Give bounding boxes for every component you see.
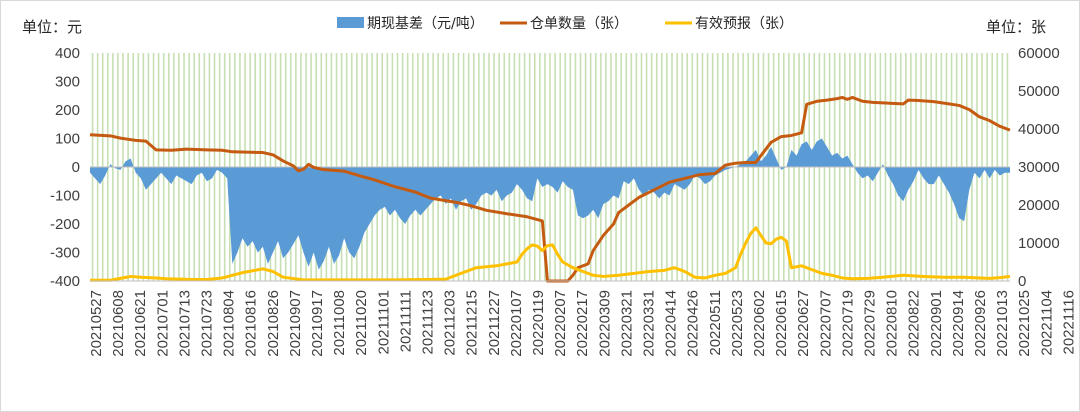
y-left-tick-label: 200	[55, 102, 80, 119]
x-tick-label: 20210621	[132, 290, 149, 357]
x-tick-label: 20220309	[596, 290, 613, 357]
legend-label: 有效预报（张）	[695, 16, 793, 32]
x-tick-label: 20220729	[862, 290, 879, 357]
x-tick-label: 20220426	[685, 290, 702, 357]
x-tick-label: 20221025	[1016, 290, 1033, 357]
x-tick-label: 20210907	[287, 290, 304, 357]
x-tick-label: 20211203	[442, 290, 459, 356]
y-right-tick-label: 60000	[1018, 45, 1060, 62]
x-tick-label: 20210608	[110, 290, 127, 357]
x-tick-label: 20220523	[729, 290, 746, 357]
x-tick-label: 20211101	[375, 290, 392, 355]
x-tick-label: 20220331	[641, 290, 658, 357]
y-left-tick-label: -200	[50, 216, 80, 233]
x-tick-label: 20211111	[397, 290, 414, 352]
y-right-tick-label: 10000	[1018, 235, 1060, 252]
y-left-tick-label: -300	[50, 245, 80, 262]
x-tick-label: 20220926	[972, 290, 989, 357]
y-right-tick-label: 40000	[1018, 121, 1060, 138]
x-tick-label: 20210826	[265, 290, 282, 357]
x-tick-label: 20210527	[88, 290, 105, 357]
left-axis: 400 300 200 100 0 -100 -200 -300 -400	[50, 45, 80, 290]
x-tick-label: 20211227	[486, 290, 503, 356]
series-warehouse-receipts-line	[89, 95, 1011, 283]
x-tick-label: 20220901	[928, 290, 945, 357]
x-tick-label: 20210816	[243, 290, 260, 357]
x-tick-label: 20220810	[884, 290, 901, 357]
x-tick-label: 20220119	[530, 290, 547, 356]
x-tick-label: 20220822	[906, 290, 923, 357]
x-tick-label: 20220107	[508, 290, 525, 357]
series-effective-forecast-line	[90, 226, 1011, 282]
y-left-tick-label: 300	[55, 74, 80, 91]
x-tick-label: 20220914	[950, 290, 967, 357]
y-left-tick-label: 400	[55, 45, 80, 62]
right-unit-label: 单位：张	[986, 18, 1046, 36]
x-tick-label: 20220615	[773, 290, 790, 357]
x-tick-label: 20221013	[994, 290, 1011, 357]
x-tick-label: 20210723	[199, 290, 216, 357]
x-tick-label: 20210713	[176, 290, 193, 357]
x-tick-label: 20220207	[552, 290, 569, 357]
y-left-tick-label: 0	[72, 159, 80, 176]
x-tick-label: 20210917	[309, 290, 326, 357]
x-tick-label: 20211215	[464, 290, 481, 356]
x-tick-label: 20220719	[839, 290, 856, 357]
x-tick-label: 20221104	[1038, 290, 1055, 356]
right-axis: 60000 50000 40000 30000 20000 10000 0	[1018, 45, 1060, 290]
x-tick-label: 20211123	[420, 290, 437, 355]
y-right-tick-label: 20000	[1018, 197, 1060, 214]
x-tick-label: 20211008	[331, 290, 348, 356]
series-basis-area	[90, 138, 1010, 270]
x-tick-label: 20220707	[817, 290, 834, 357]
left-unit-label: 单位：元	[22, 18, 82, 36]
y-left-tick-label: -400	[50, 273, 80, 290]
line-layer	[89, 95, 1011, 283]
x-tick-label: 20211020	[353, 290, 370, 356]
x-tick-label: 20220321	[618, 290, 635, 357]
x-tick-label: 20221116	[1060, 290, 1077, 355]
y-left-tick-label: -100	[50, 188, 80, 205]
legend-label: 仓单数量（张）	[530, 16, 628, 32]
x-tick-label: 20210701	[154, 290, 171, 357]
legend-swatch-basis	[337, 17, 364, 28]
x-tick-label: 20220217	[574, 290, 591, 357]
x-tick-label: 20210804	[221, 290, 238, 357]
x-tick-label: 20220414	[663, 290, 680, 357]
y-right-tick-label: 50000	[1018, 83, 1060, 100]
y-left-tick-label: 100	[55, 131, 80, 148]
legend-label: 期现基差（元/吨）	[367, 15, 484, 32]
legend: 期现基差（元/吨） 仓单数量（张） 有效预报（张）	[337, 15, 793, 32]
y-right-tick-label: 0	[1018, 273, 1026, 290]
y-right-tick-label: 30000	[1018, 159, 1060, 176]
x-axis: 20210527 20210608 20210621 20210701 20210713…	[88, 280, 1077, 357]
x-tick-label: 20220627	[795, 290, 812, 357]
basis-area-layer	[90, 138, 1010, 270]
x-tick-label: 20220511	[707, 290, 724, 356]
x-tick-label: 20220602	[751, 290, 768, 357]
